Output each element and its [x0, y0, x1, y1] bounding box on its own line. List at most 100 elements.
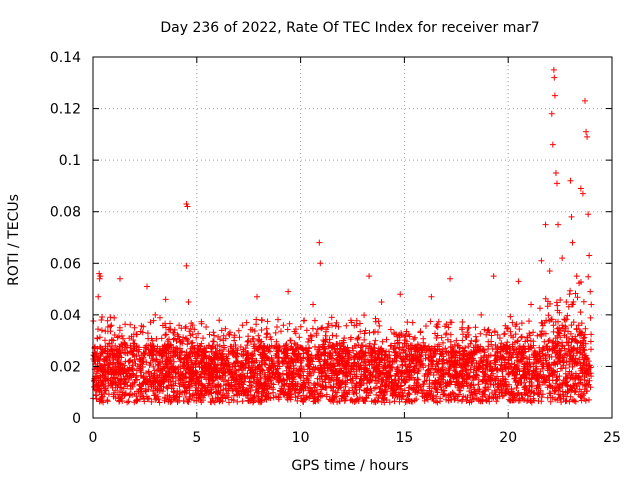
data-point	[148, 347, 155, 354]
y-tick-label: 0.04	[50, 308, 81, 324]
data-point	[249, 353, 256, 360]
y-tick-label: 0.12	[50, 102, 81, 118]
data-point	[108, 337, 115, 344]
data-point	[183, 262, 190, 269]
data-point	[553, 180, 560, 187]
dense-markers	[90, 273, 595, 406]
data-point	[218, 327, 225, 334]
y-tick-labels: 0 0.02 0.04 0.06 0.08 0.1 0.12 0.14	[50, 50, 81, 427]
y-tick-label: 0	[72, 411, 81, 427]
data-point	[409, 319, 416, 326]
data-point	[127, 342, 134, 349]
data-point	[478, 311, 485, 318]
data-point	[97, 273, 104, 280]
data-point	[347, 371, 354, 378]
data-point	[175, 371, 182, 378]
data-point	[254, 293, 261, 300]
data-point	[546, 268, 553, 275]
data-point	[577, 185, 584, 192]
y-tick-label: 0.06	[50, 256, 81, 272]
data-point	[490, 273, 497, 280]
data-point	[212, 345, 219, 352]
x-tick-labels: 0 5 10 15 20 25	[89, 430, 621, 446]
data-point	[179, 340, 186, 347]
data-point	[206, 368, 213, 375]
y-tick-label: 0.02	[50, 359, 81, 375]
data-point	[303, 327, 310, 334]
dense-point-cloud	[90, 273, 595, 406]
data-point	[297, 368, 304, 375]
data-point	[515, 278, 522, 285]
data-point	[548, 110, 555, 117]
data-point	[422, 342, 429, 349]
x-tick-label: 25	[603, 430, 621, 446]
data-point	[567, 177, 574, 184]
data-point	[95, 293, 102, 300]
data-point	[94, 335, 101, 342]
data-point	[114, 363, 121, 370]
data-point	[162, 296, 169, 303]
data-point	[528, 301, 535, 308]
data-point	[200, 335, 207, 342]
data-point	[224, 363, 231, 370]
x-tick-label: 15	[395, 430, 413, 446]
data-point	[243, 319, 250, 326]
data-point	[100, 368, 107, 375]
data-point	[378, 298, 385, 305]
data-point	[521, 345, 528, 352]
x-tick-label: 20	[499, 430, 517, 446]
data-point	[96, 275, 103, 282]
data-point	[549, 141, 556, 148]
data-point	[542, 221, 549, 228]
data-point	[384, 363, 391, 370]
data-point	[579, 190, 586, 197]
data-point	[116, 275, 123, 282]
data-point	[585, 211, 592, 218]
y-tick-label: 0.08	[50, 205, 81, 221]
data-point	[104, 350, 111, 357]
data-point	[428, 293, 435, 300]
y-tick-label: 0.1	[59, 153, 81, 169]
data-point	[152, 311, 159, 318]
data-point	[459, 368, 466, 375]
data-point	[189, 322, 196, 329]
data-point	[415, 366, 422, 373]
x-axis-label: GPS time / hours	[291, 458, 408, 474]
data-point	[551, 92, 558, 99]
data-point	[143, 283, 150, 290]
data-point	[131, 324, 138, 331]
data-point	[453, 337, 460, 344]
data-point	[551, 74, 558, 81]
data-point	[588, 301, 595, 308]
data-point	[434, 332, 441, 339]
data-point	[563, 298, 570, 305]
data-point	[509, 319, 516, 326]
y-axis-label: ROTI / TECUs	[6, 194, 22, 286]
data-point	[391, 329, 398, 336]
y-tick-label: 0.14	[50, 50, 81, 66]
data-point	[587, 288, 594, 295]
data-point	[403, 353, 410, 360]
data-point	[372, 337, 379, 344]
data-point	[484, 358, 491, 365]
data-point	[137, 366, 144, 373]
data-point	[310, 301, 317, 308]
data-point	[285, 288, 292, 295]
data-point	[465, 324, 472, 331]
axis-ticks	[92, 56, 613, 419]
data-point	[359, 347, 366, 354]
data-point	[586, 252, 593, 259]
data-point	[353, 322, 360, 329]
data-point	[341, 335, 348, 342]
data-point	[366, 273, 373, 280]
chart-title: Day 236 of 2022, Rate Of TEC Index for r…	[160, 20, 539, 36]
data-point	[272, 329, 279, 336]
data-point	[184, 203, 191, 210]
data-point	[568, 213, 575, 220]
data-point	[447, 275, 454, 282]
data-point	[573, 273, 580, 280]
data-point	[559, 255, 566, 262]
data-point	[231, 337, 238, 344]
data-point	[397, 291, 404, 298]
